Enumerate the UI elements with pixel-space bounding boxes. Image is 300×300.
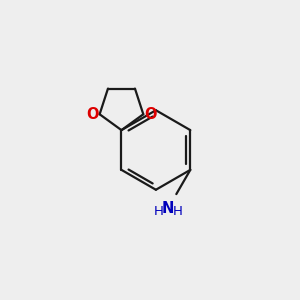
Text: O: O [86, 107, 98, 122]
Text: N: N [162, 201, 174, 216]
Text: H: H [154, 205, 164, 218]
Text: H: H [173, 205, 183, 218]
Text: O: O [144, 107, 157, 122]
